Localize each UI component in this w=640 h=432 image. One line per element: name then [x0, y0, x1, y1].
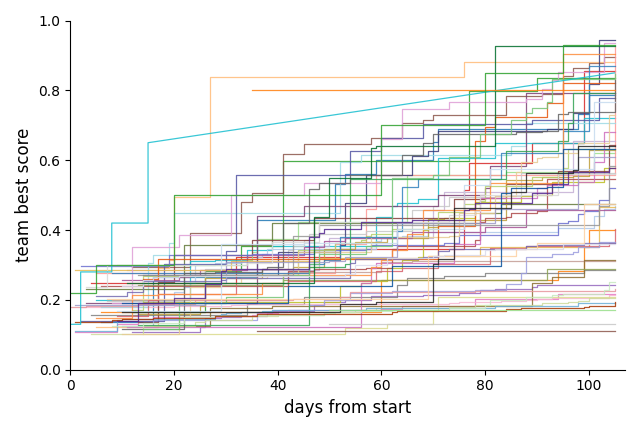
Y-axis label: team best score: team best score — [15, 128, 33, 262]
X-axis label: days from start: days from start — [284, 399, 412, 417]
